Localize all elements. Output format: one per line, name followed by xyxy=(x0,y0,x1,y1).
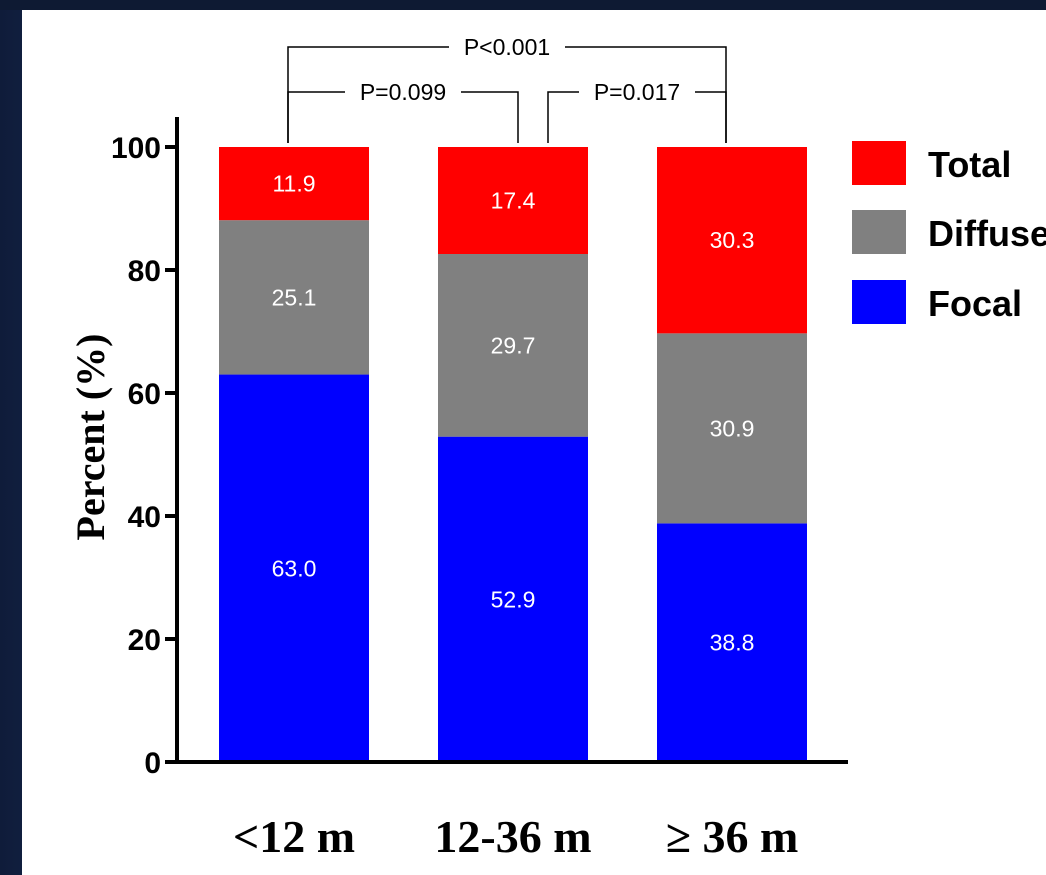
y-tick-label-80: 80 xyxy=(128,255,161,288)
bar-diffuse-2 xyxy=(657,333,807,524)
p-value-label-1: P=0.099 xyxy=(360,79,446,105)
bar-focal-2 xyxy=(657,523,807,762)
bar-total-0 xyxy=(219,147,369,221)
data-label-diffuse-1: 29.7 xyxy=(491,332,536,358)
y-tick-label-0: 0 xyxy=(144,747,161,780)
legend-swatch-focal xyxy=(852,280,906,324)
x-axis-labels: <12 m 12-36 m ≥ 36 m xyxy=(233,811,798,862)
bar-diffuse-1 xyxy=(438,254,588,437)
p-value-bracket-2 xyxy=(547,91,727,143)
legend-label-diffuse: Diffuse xyxy=(928,213,1046,254)
data-label-focal-0: 63.0 xyxy=(272,555,317,581)
bar-total-2 xyxy=(657,147,807,334)
bar-diffuse-0 xyxy=(219,220,369,375)
p-value-label-0: P<0.001 xyxy=(464,34,550,60)
y-tick-label-20: 20 xyxy=(128,624,161,657)
data-label-focal-2: 38.8 xyxy=(710,630,755,656)
bar-total-1 xyxy=(438,147,588,255)
data-label-total-0: 11.9 xyxy=(272,171,315,197)
chart-panel: P<0.001 P=0.099 P=0.017 63.0 25.1 11.9 52.9 29… xyxy=(22,10,1046,875)
y-axis-label: Percent (%) xyxy=(68,334,113,541)
p-value-bracket-1 xyxy=(287,91,519,143)
stacked-bar-chart: P<0.001 P=0.099 P=0.017 63.0 25.1 11.9 52.9 29… xyxy=(68,34,1046,862)
data-label-focal-1: 52.9 xyxy=(491,586,536,612)
y-tick-label-40: 40 xyxy=(128,501,161,534)
data-label-total-1: 17.4 xyxy=(491,188,536,214)
y-tick-label-60: 60 xyxy=(128,378,161,411)
data-label-total-2: 30.3 xyxy=(710,227,755,253)
legend: Total Diffuse Focal xyxy=(852,141,1046,324)
y-axis: 0 20 40 60 80 100 xyxy=(111,117,848,780)
data-label-diffuse-0: 25.1 xyxy=(272,284,317,310)
legend-swatch-total xyxy=(852,141,906,185)
legend-swatch-diffuse xyxy=(852,210,906,254)
bars: 63.0 25.1 11.9 52.9 29.7 17.4 38.8 30.9 30.3 xyxy=(219,147,807,762)
y-tick-label-100: 100 xyxy=(111,132,161,165)
p-value-annotations: P<0.001 P=0.099 P=0.017 xyxy=(287,34,727,143)
legend-label-focal: Focal xyxy=(928,283,1022,324)
data-label-diffuse-2: 30.9 xyxy=(710,415,755,441)
p-value-label-2: P=0.017 xyxy=(594,79,680,105)
x-category-label-1: 12-36 m xyxy=(434,811,591,862)
bar-focal-1 xyxy=(438,436,588,762)
legend-label-total: Total xyxy=(928,144,1011,185)
x-category-label-2: ≥ 36 m xyxy=(666,811,799,862)
bar-focal-0 xyxy=(219,374,369,762)
x-category-label-0: <12 m xyxy=(233,811,355,862)
